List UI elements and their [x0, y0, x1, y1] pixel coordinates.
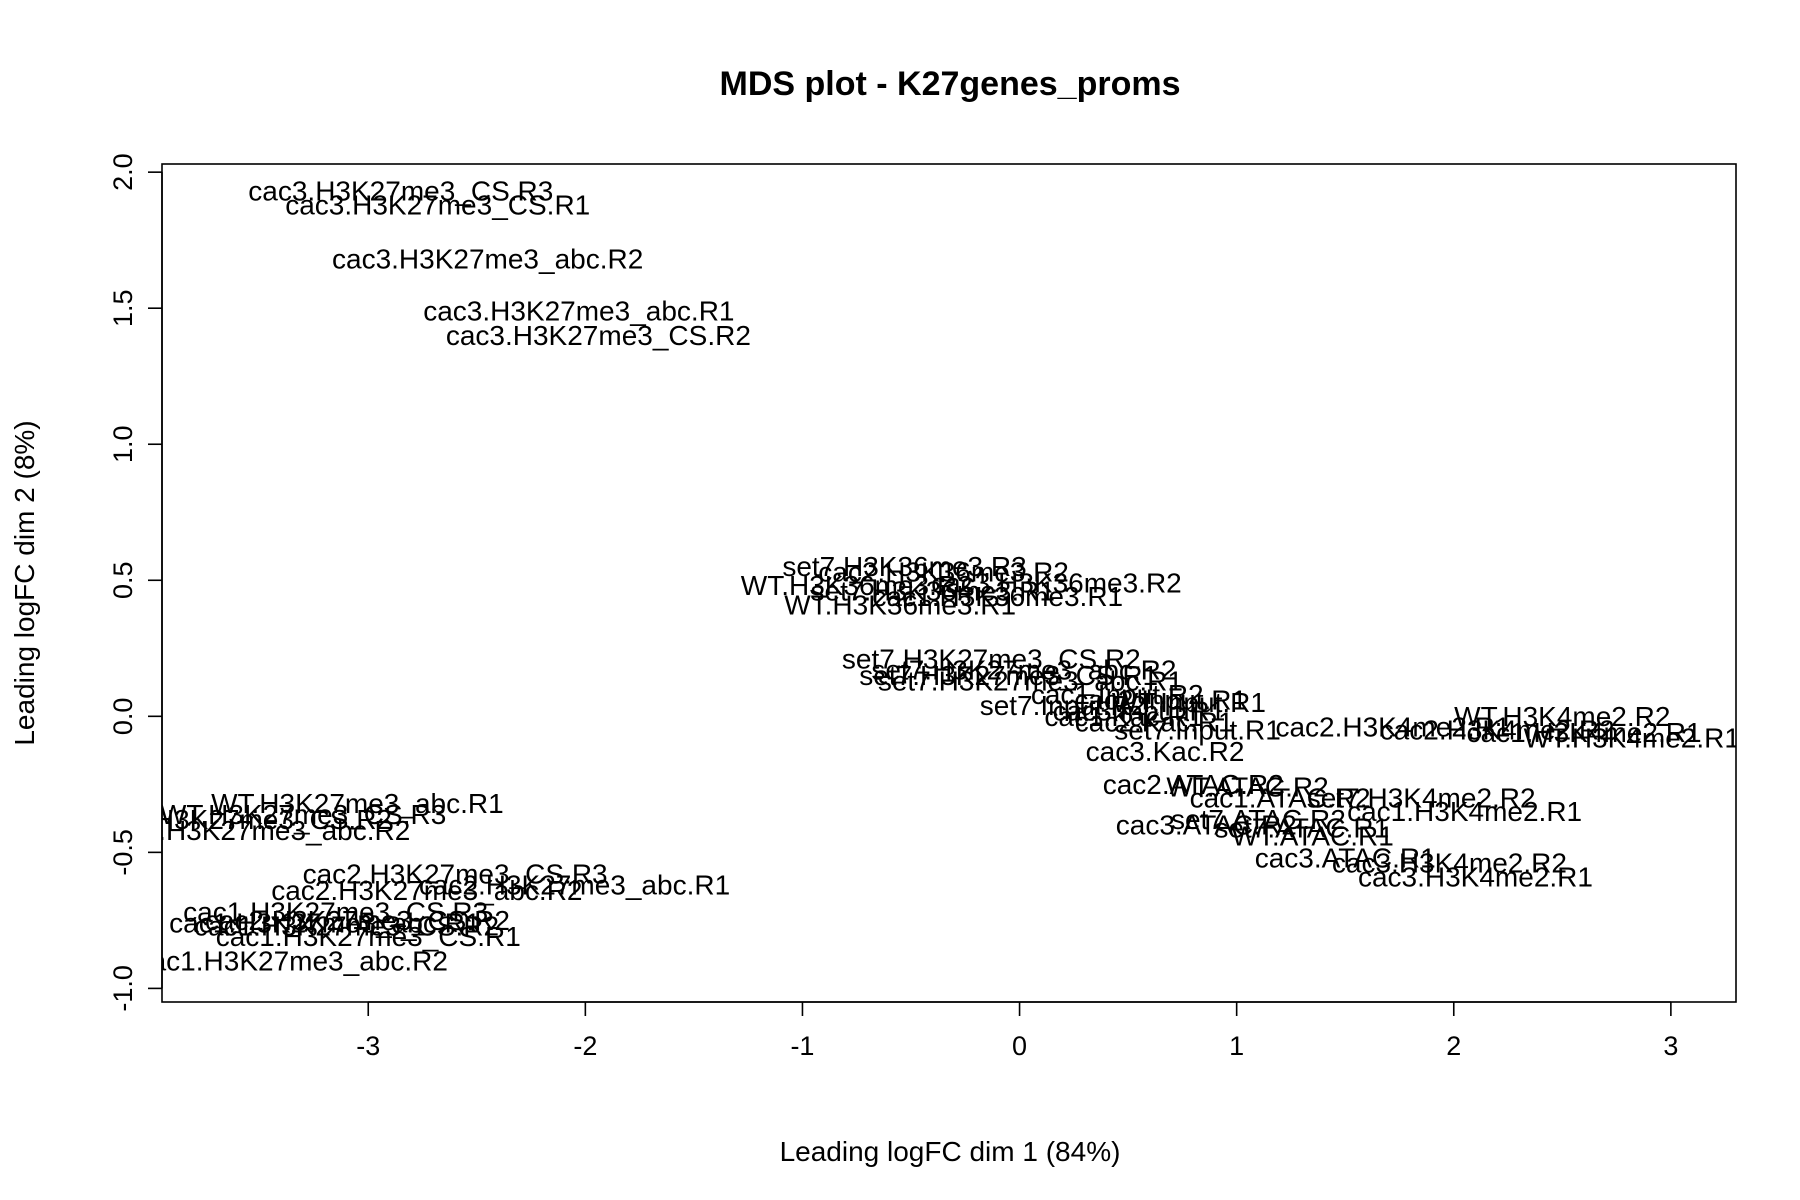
x-tick-label: -2 — [573, 1031, 597, 1061]
point-label: cac2.H3K36me3.R2 — [818, 557, 1069, 588]
x-axis: -3 -2 -1 0 1 2 3 — [356, 1001, 1678, 1061]
point-label: cac1.H3K4me2.R1 — [1467, 717, 1702, 748]
y-tick-label: -1.0 — [108, 965, 138, 1012]
y-tick-label: 0.0 — [108, 698, 138, 736]
point-label: cac2.Input.R1 — [1074, 684, 1247, 715]
x-tick-label: 0 — [1012, 1031, 1027, 1061]
x-tick-label: 3 — [1663, 1031, 1678, 1061]
x-tick-label: -1 — [790, 1031, 814, 1061]
point-label: WT.H3K27me3_CS.R2 — [106, 804, 392, 835]
point-label: cac3.ATAC.R2 — [1116, 810, 1297, 841]
point-label: cac3.H3K4me2.R2 — [1332, 848, 1567, 879]
point-label: cac1.Input.R2 — [1031, 679, 1204, 710]
point-label: cac2.H3K27me3_abc.R2 — [271, 875, 582, 906]
x-tick-label: 1 — [1229, 1031, 1244, 1061]
point-label: cac1.H3K27me3_CS.R1 — [216, 921, 521, 952]
point-label: WT.ATAC.R2 — [1166, 772, 1328, 803]
x-tick-label: 2 — [1446, 1031, 1461, 1061]
point-label: set7.ATAC.R2 — [1171, 804, 1346, 835]
point-label: WT.H3K27me3_abc.R2 — [118, 815, 411, 846]
point-label: cac3.H3K27me3_abc.R1 — [423, 295, 734, 326]
point-label: cac3.Kac.R2 — [1086, 736, 1245, 767]
point-label: set7.Input.R2 — [980, 690, 1147, 721]
point-label: cac2.H3K4me2.R1 — [1275, 712, 1510, 743]
point-label: cac1.H3K36me3.R1 — [873, 581, 1124, 612]
y-tick-label: 1.5 — [108, 289, 138, 327]
point-label: cac3.H3K27me3_CS.R2 — [446, 320, 751, 351]
point-label: cac1.H3K27me3_abc.R2 — [137, 946, 448, 977]
point-label: WT.ATAC.R1 — [1231, 821, 1393, 852]
point-label: cac2.H3K27me3_CS.R3 — [303, 859, 608, 890]
point-label: cac3.H3K4me2.R1 — [1358, 861, 1593, 892]
point-label: cac3.ATAC.R1 — [1255, 842, 1436, 873]
point-label: set7.H3K4me2.R2 — [1307, 782, 1536, 813]
point-labels: cac3.H3K27me3_CS.R3cac3.H3K27me3_CS.R1ca… — [106, 176, 1740, 977]
point-label: cac2.H3K4me2.R2 — [1380, 714, 1615, 745]
y-tick-label: 0.5 — [108, 562, 138, 600]
point-label: cac1.H3K27me3_abc.R1 — [169, 908, 480, 939]
point-label: WT.H3K36me3.R2 — [741, 570, 973, 601]
point-label: cac3.Input.R1 — [1053, 695, 1226, 726]
y-tick-label: -0.5 — [108, 829, 138, 876]
point-label: WT.H3K27me3_abc.R1 — [211, 788, 504, 819]
point-label: WT.H3K4me2.R2 — [1454, 701, 1670, 732]
y-tick-label: 1.0 — [108, 425, 138, 463]
y-axis: -1.0 -0.5 0.0 0.5 1.0 1.5 2.0 — [108, 153, 163, 1012]
point-label: cac2.Kac.R1 — [1075, 706, 1234, 737]
point-label: set7.H3K27me3_CS.R2 — [842, 644, 1141, 675]
x-tick-label: -3 — [356, 1031, 380, 1061]
point-label: cac1.H3K27me3_CS.R2 — [194, 910, 499, 941]
chart-title: MDS plot - K27genes_proms — [720, 65, 1181, 103]
point-label: set7.H3K27me3_abc.R2 — [871, 655, 1176, 686]
point-label: cac2.ATAC.R2 — [1103, 769, 1284, 800]
point-label: set7.H3K27me3_abc.R1 — [878, 665, 1183, 696]
point-label: cac3.H3K27me3_CS.R1 — [285, 189, 590, 220]
point-label: set7.ATAC.R1 — [1214, 812, 1389, 843]
point-label: cac1.Kac.R1 — [1044, 701, 1203, 732]
y-tick-label: 2.0 — [108, 153, 138, 191]
point-label: cac3.H3K27me3_CS.R3 — [248, 176, 553, 207]
point-label: cac1.H3K27me3_CS.R3 — [183, 897, 488, 928]
point-label: WT.H3K27me3_CS.R3 — [160, 799, 446, 830]
point-label: set7.H3K36me3.R1 — [811, 576, 1055, 607]
point-label: set7.H3K36me3.R3 — [782, 551, 1026, 582]
point-label: cac3.H3K27me3_abc.R2 — [332, 244, 643, 275]
point-label: set7.H3K27me3_CS.R1 — [859, 660, 1158, 691]
point-label: cac1.ATAC.R2 — [1190, 782, 1371, 813]
point-label: cac2.H3K27me3_abc.R1 — [419, 870, 730, 901]
point-label: set7.Input.R1 — [1114, 714, 1281, 745]
point-label: WT.Input.R1 — [1112, 687, 1266, 718]
point-label: cac2.H3K27me3_CS.R2 — [205, 905, 510, 936]
point-label: cac3.H3K36me3.R2 — [931, 568, 1182, 599]
point-label: WT.H3K4me2.R1 — [1524, 723, 1740, 754]
x-axis-label: Leading logFC dim 1 (84%) — [780, 1136, 1121, 1167]
point-label: WT.H3K36me3.R1 — [784, 589, 1016, 620]
point-label: cac1.H3K4me2.R1 — [1347, 796, 1582, 827]
y-axis-label: Leading logFC dim 2 (8%) — [9, 420, 40, 745]
